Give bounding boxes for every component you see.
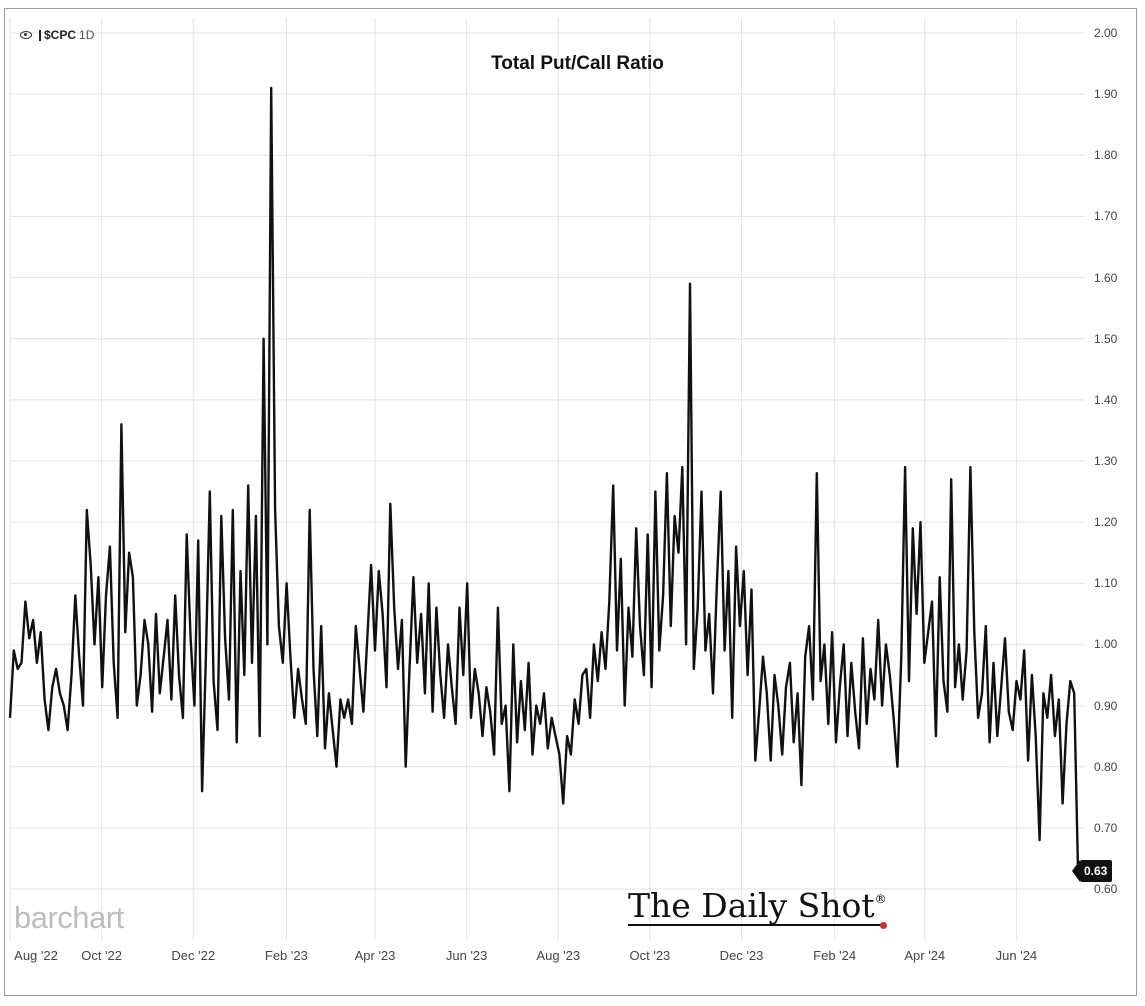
y-tick-label: 0.60 [1094, 882, 1118, 896]
x-tick-label: Oct '23 [629, 948, 671, 963]
y-tick-label: 2.00 [1094, 26, 1118, 40]
series-color-bar [39, 29, 41, 41]
x-tick-label: Feb '23 [264, 948, 308, 963]
timeframe-label: 1D [79, 28, 95, 42]
y-tick-label: 1.60 [1094, 270, 1118, 285]
x-tick-label: Jun '24 [995, 948, 1038, 963]
y-tick-label: 1.70 [1094, 209, 1118, 224]
y-tick-label: 1.90 [1094, 87, 1118, 102]
last-value-badge: 0.63 [1071, 859, 1113, 882]
daily-shot-watermark: The Daily Shot® [628, 886, 887, 929]
y-tick-label: 0.70 [1094, 820, 1118, 835]
y-tick-label: 1.80 [1094, 148, 1118, 163]
eye-icon[interactable] [20, 31, 32, 39]
x-tick-label: Apr '24 [904, 948, 946, 963]
x-tick-label: Feb '24 [813, 948, 857, 963]
barchart-logo: barchart [14, 900, 124, 935]
y-tick-label: 1.30 [1094, 454, 1118, 468]
y-tick-label: 0.80 [1094, 759, 1118, 774]
vertical-gridlines [9, 18, 1017, 940]
chart-title: Total Put/Call Ratio [491, 53, 664, 74]
symbol-label: $CPC [44, 28, 77, 42]
y-tick-label: 1.10 [1094, 576, 1118, 591]
x-tick-label: Dec '23 [719, 948, 764, 963]
y-tick-label: 0.90 [1094, 698, 1118, 713]
watermark-text: The Daily Shot [628, 886, 875, 925]
x-tick-label: Oct '22 [81, 948, 123, 963]
y-tick-label: 1.40 [1094, 392, 1118, 407]
y-tick-label: 1.50 [1094, 331, 1118, 346]
watermark-dot [879, 922, 887, 929]
y-tick-label: 1.00 [1094, 637, 1118, 652]
horizontal-gridlines [10, 32, 1085, 890]
x-tick-label: Aug '23 [536, 948, 581, 963]
symbol-badge[interactable]: $CPC 1D [20, 28, 94, 42]
watermark-underline [628, 924, 881, 926]
x-tick-label: Aug '22 [14, 948, 58, 963]
x-tick-label: Dec '22 [171, 948, 216, 963]
series-line-put-call-ratio[interactable] [8, 86, 1080, 871]
registered-mark: ® [874, 892, 887, 906]
x-tick-label: Apr '23 [354, 948, 396, 963]
x-tick-label: Jun '23 [445, 948, 488, 963]
y-tick-label: 1.20 [1094, 515, 1118, 530]
